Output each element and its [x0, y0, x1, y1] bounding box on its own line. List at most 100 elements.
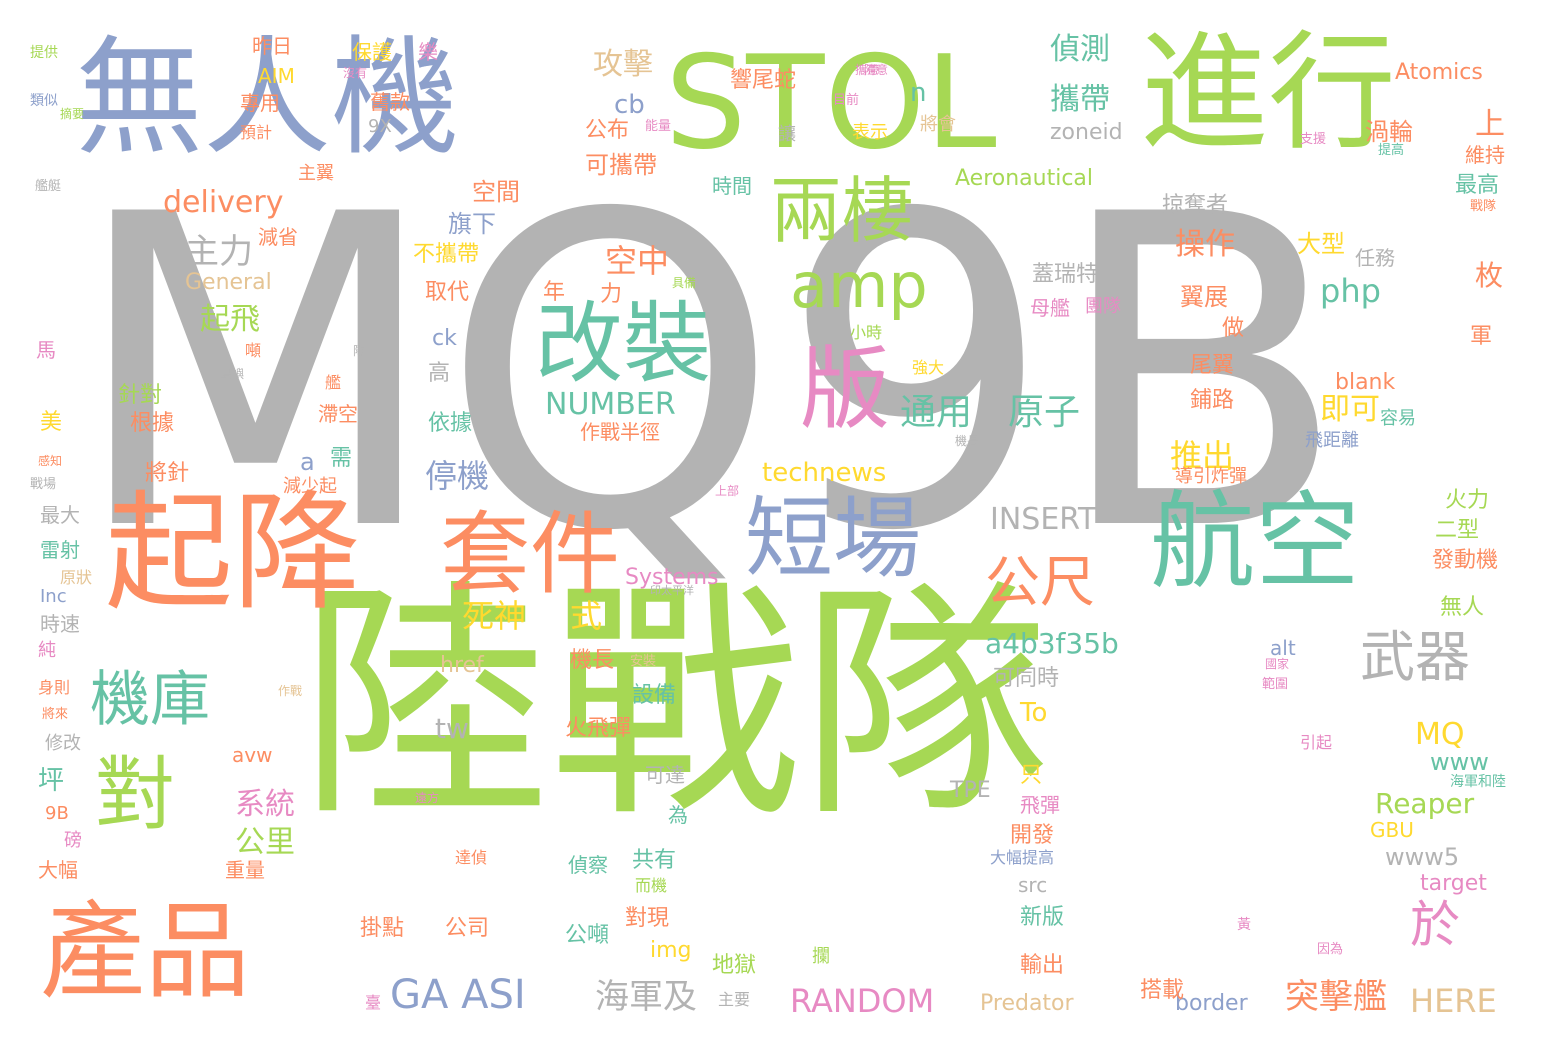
word-cloud-word: RANDOM [790, 982, 935, 1020]
word-cloud-word: 海軍和陸 [1450, 774, 1506, 790]
word-cloud-word: 地獄 [712, 953, 757, 978]
word-cloud-word: 減省 [258, 225, 298, 249]
word-cloud-word: 具備 [672, 276, 697, 290]
word-cloud-word: 共有 [632, 848, 677, 873]
word-cloud-word: border [1175, 991, 1248, 1016]
word-cloud-word: 旗下 [448, 210, 496, 238]
word-cloud-word: alt [1270, 636, 1296, 660]
word-cloud-word: TPE [950, 778, 991, 803]
word-cloud-word: 蓋瑞特 [1032, 262, 1099, 287]
word-cloud-word: NUMBER [545, 387, 676, 422]
word-cloud-word: 樂 [418, 40, 438, 64]
word-cloud-word: INSERT [990, 502, 1097, 537]
word-cloud-word: 機長 [570, 648, 615, 673]
word-cloud-word: 上部 [715, 484, 740, 498]
word-cloud-word: Inc [40, 586, 67, 607]
word-cloud-word: 大幅提高 [990, 848, 1055, 867]
word-cloud-word: 偵察 [568, 853, 608, 877]
word-cloud-word: 容易 [1380, 408, 1416, 429]
word-cloud-word: Systems [625, 565, 719, 590]
word-cloud-word: src [1018, 873, 1048, 897]
word-cloud-word: 主力 [185, 232, 253, 272]
word-cloud-word: Aeronautical [955, 166, 1094, 191]
word-cloud-word: delivery [163, 185, 284, 220]
word-cloud-word: Atomics [1395, 60, 1483, 85]
word-cloud-word: 死神 [462, 597, 527, 635]
word-cloud-word: 目前 [833, 93, 860, 108]
word-cloud-word: 公里 [235, 825, 295, 860]
word-cloud-word: 取代 [425, 280, 470, 305]
word-cloud-word: 純 [38, 640, 56, 661]
word-cloud-word: 不攜帶 [413, 242, 480, 267]
word-cloud-word: Predator [980, 991, 1074, 1016]
word-cloud-word: cb [614, 90, 645, 120]
word-cloud-word: 維持 [1465, 143, 1505, 167]
word-cloud-word: 強大 [912, 358, 945, 377]
word-cloud-word: 改裝 [535, 292, 712, 395]
word-cloud-word: 公尺 [985, 550, 1096, 614]
word-cloud-word: 火力 [1445, 488, 1490, 513]
word-cloud-word: 團隊 [1085, 296, 1121, 317]
word-cloud-word: 舊款 [370, 90, 410, 114]
word-cloud-word: 產品 [40, 891, 251, 1013]
word-cloud-word: 黃 [1237, 917, 1251, 933]
word-cloud-word: 對現 [625, 906, 670, 931]
word-cloud-word: 範圍 [1262, 677, 1289, 692]
word-cloud-word: 時間 [712, 174, 752, 198]
word-cloud-word: 保護 [352, 40, 392, 64]
word-cloud-word: 大幅 [38, 858, 78, 882]
word-cloud-word: 9B [45, 803, 69, 824]
word-cloud-word: 作戰半徑 [580, 420, 660, 444]
word-cloud-word: 可達 [645, 763, 685, 787]
word-cloud-word: 摘要 [60, 107, 85, 121]
word-cloud-word: 讓 [778, 124, 796, 145]
word-cloud-word: 預計 [240, 123, 273, 142]
word-cloud-word: 母艦 [1030, 296, 1070, 320]
word-cloud-word: 公布 [585, 118, 630, 143]
word-cloud-word: 馬 [36, 338, 56, 362]
word-cloud-word: 飛距離 [1305, 430, 1359, 451]
word-cloud-word: 美 [40, 410, 63, 435]
word-cloud-word: 機庫 [90, 665, 210, 735]
word-cloud-word: 搭載 [1140, 978, 1185, 1003]
word-cloud-word: 鋪路 [1190, 388, 1235, 413]
word-cloud-word: 將來 [42, 707, 69, 722]
word-cloud-word: 操作 [1175, 227, 1235, 262]
word-cloud-word: php [1320, 272, 1381, 310]
word-cloud-word: 公噸 [565, 923, 610, 948]
word-cloud-word: 最大 [40, 503, 80, 527]
word-cloud-word: 火飛彈 [565, 716, 632, 741]
word-cloud-word: 掛點 [360, 916, 405, 941]
word-cloud-word: ck [432, 326, 457, 351]
word-cloud-word: 輸出 [1020, 953, 1065, 978]
word-cloud-word: 需 [330, 446, 353, 471]
word-cloud-word: 原子 [1008, 392, 1081, 433]
word-cloud-word: 攻擊 [593, 47, 653, 82]
word-cloud-word: MQ9B [70, 125, 1349, 625]
word-cloud-word: 翼展 [1180, 283, 1228, 311]
word-cloud-word: 攜帶 [1050, 82, 1110, 117]
word-cloud-word: 停機 [425, 457, 490, 495]
word-cloud-word: 即可 [1320, 392, 1380, 427]
word-cloud-word: 身則 [38, 678, 71, 697]
word-cloud-word: 戰場 [30, 477, 57, 492]
word-cloud-word: 二型 [1435, 518, 1480, 543]
word-cloud-word: 隊 [353, 344, 366, 358]
word-cloud-word: To [1020, 698, 1048, 728]
word-cloud-word: href [440, 653, 484, 678]
word-cloud-word: 坪 [38, 766, 65, 796]
word-cloud-word: 空間 [472, 178, 520, 206]
word-cloud-word: 上 [1475, 107, 1505, 142]
word-cloud-word: 版 [800, 337, 890, 442]
word-cloud-word: STOL [665, 29, 997, 178]
word-cloud-word: 減少起 [283, 476, 337, 497]
word-cloud-word: technews [762, 458, 887, 488]
word-cloud-word: 達偵 [455, 848, 488, 867]
word-cloud-word: zoneid [1050, 120, 1123, 145]
word-cloud-word: 艦 [325, 373, 342, 392]
word-cloud-word: MQ [1415, 717, 1465, 752]
word-cloud-word: www5 [1385, 843, 1460, 871]
word-cloud-word: 推出 [1170, 437, 1235, 475]
word-cloud-word: 9X [368, 116, 392, 137]
